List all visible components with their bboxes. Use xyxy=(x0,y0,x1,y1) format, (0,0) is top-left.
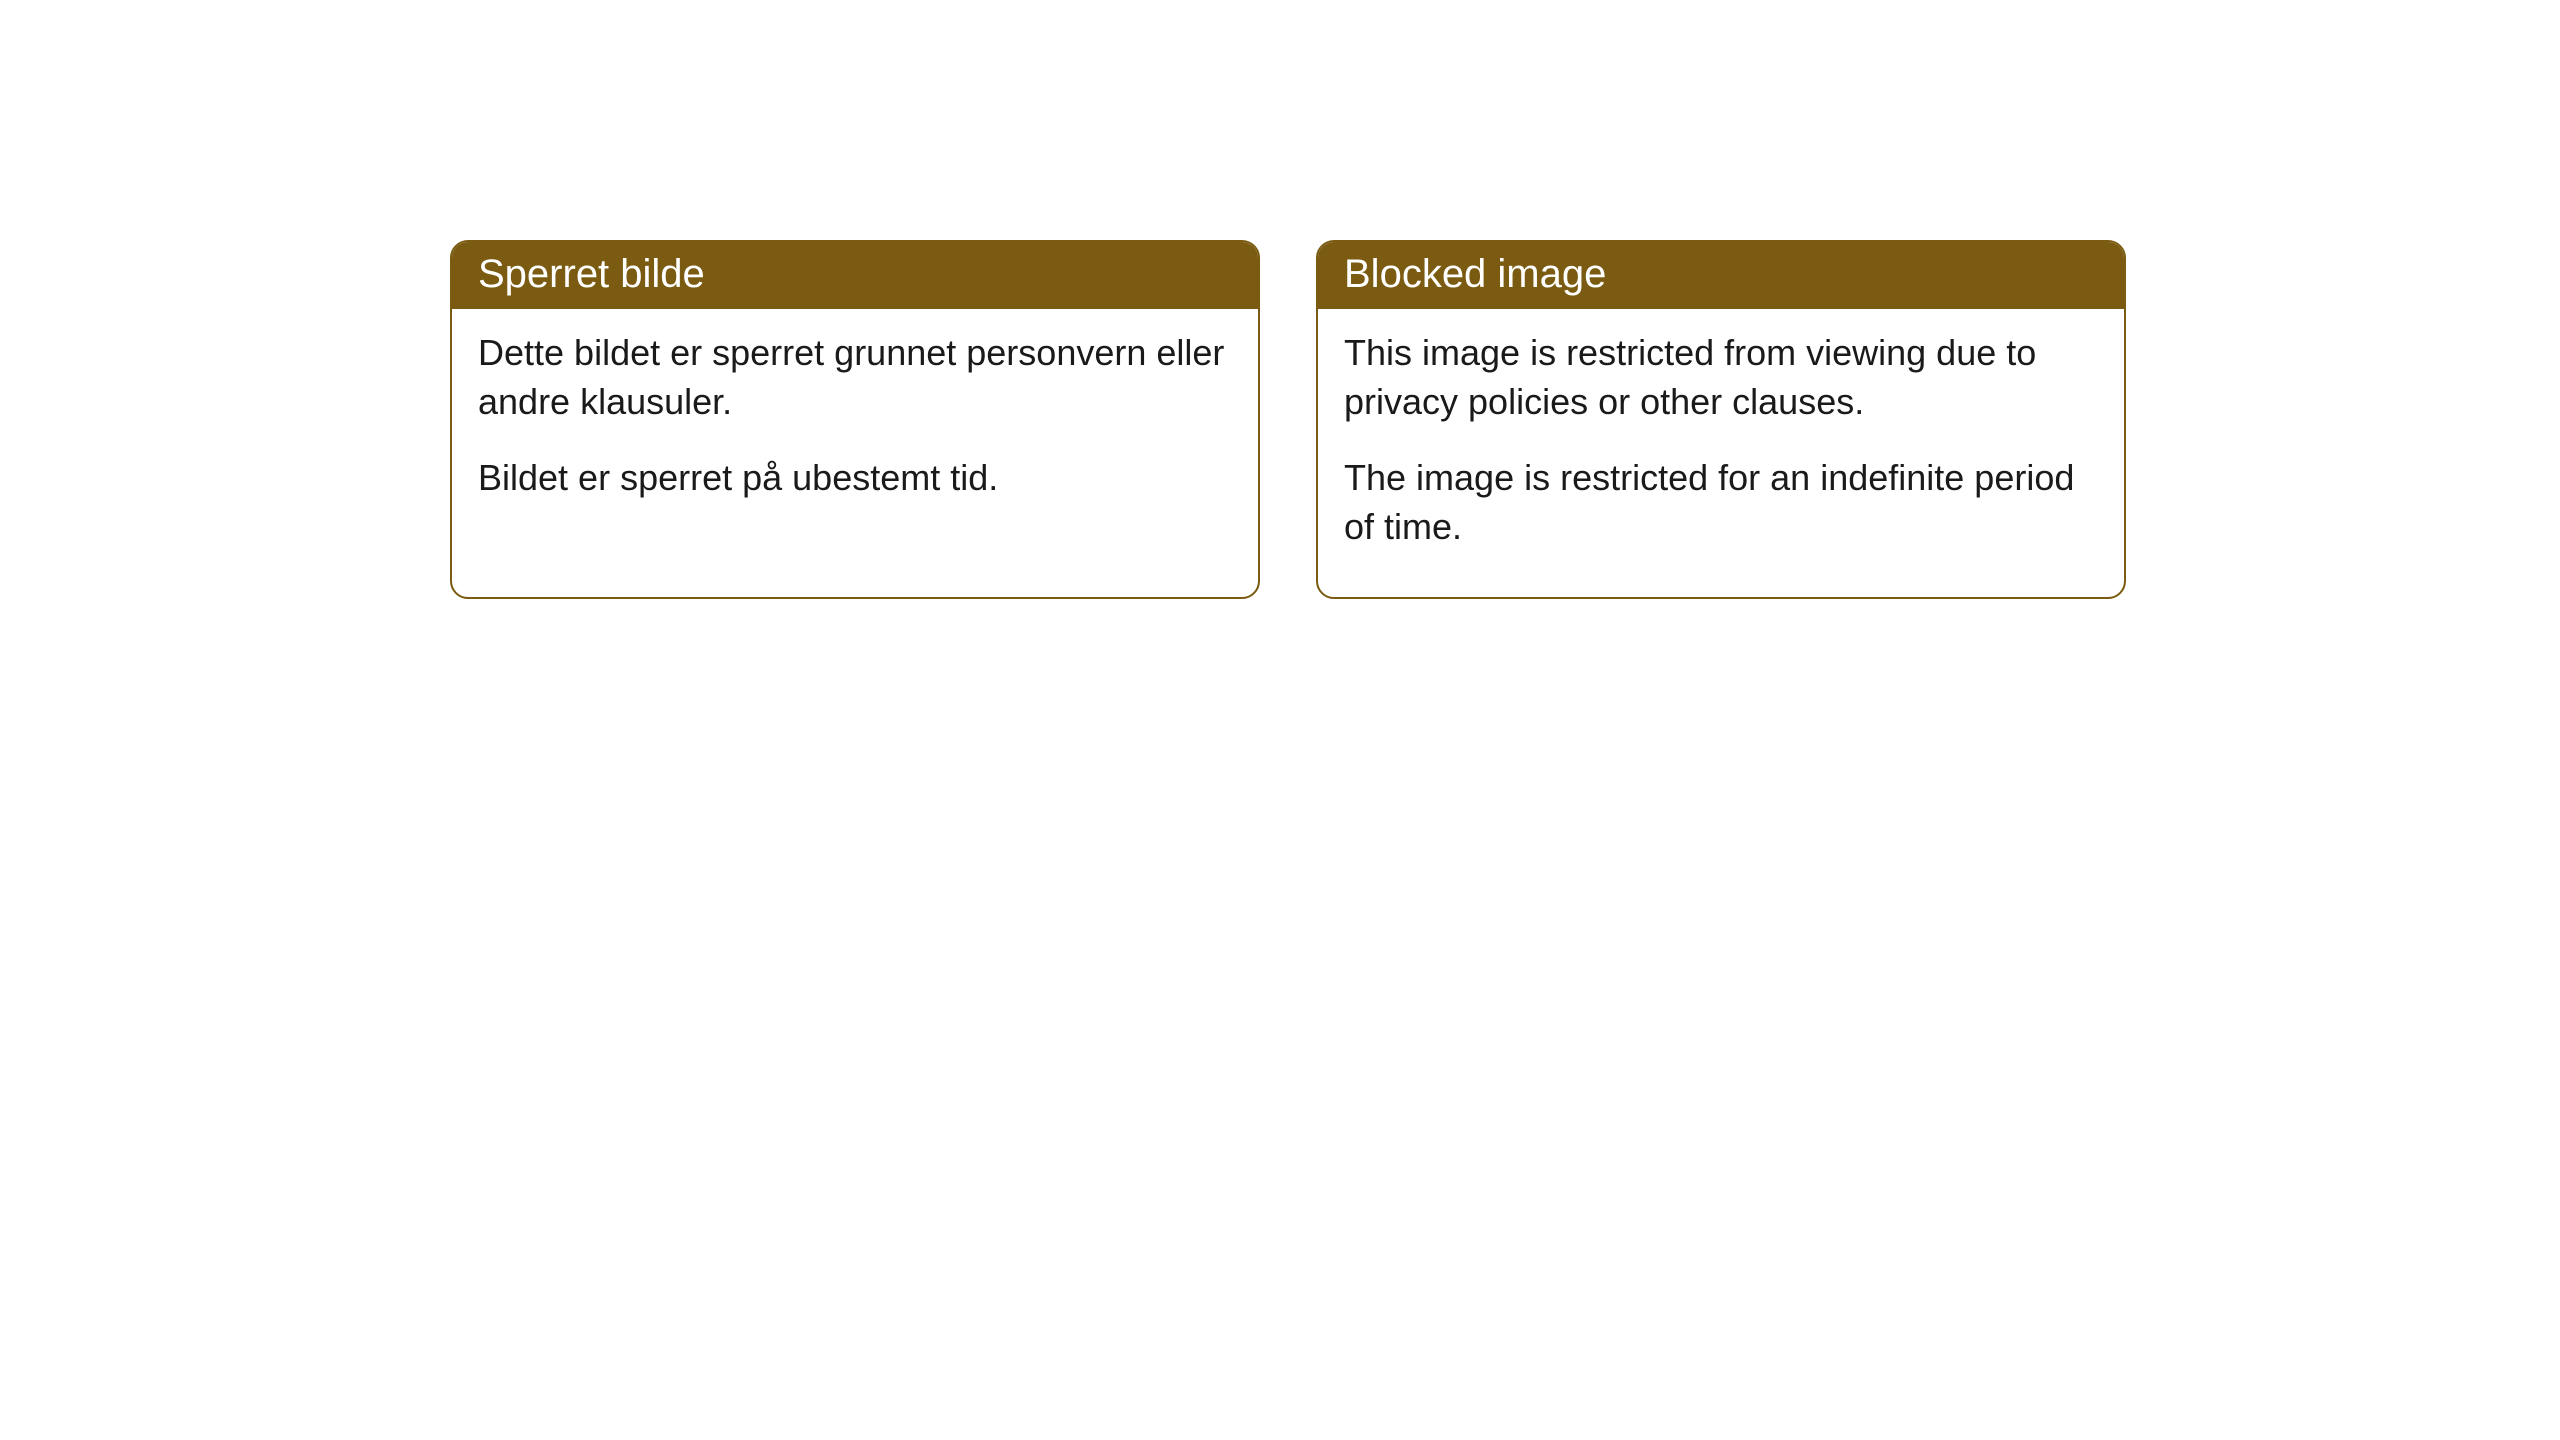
card-title: Sperret bilde xyxy=(478,252,705,296)
card-header: Blocked image xyxy=(1318,242,2124,309)
card-body: This image is restricted from viewing du… xyxy=(1318,309,2124,597)
card-header: Sperret bilde xyxy=(452,242,1258,309)
card-title: Blocked image xyxy=(1344,252,1606,296)
card-paragraph: Bildet er sperret på ubestemt tid. xyxy=(478,454,1232,503)
card-paragraph: The image is restricted for an indefinit… xyxy=(1344,454,2098,551)
card-paragraph: Dette bildet er sperret grunnet personve… xyxy=(478,329,1232,426)
notice-card-english: Blocked image This image is restricted f… xyxy=(1316,240,2126,599)
card-paragraph: This image is restricted from viewing du… xyxy=(1344,329,2098,426)
card-body: Dette bildet er sperret grunnet personve… xyxy=(452,309,1258,549)
notice-card-norwegian: Sperret bilde Dette bildet er sperret gr… xyxy=(450,240,1260,599)
notice-cards-container: Sperret bilde Dette bildet er sperret gr… xyxy=(450,240,2126,599)
